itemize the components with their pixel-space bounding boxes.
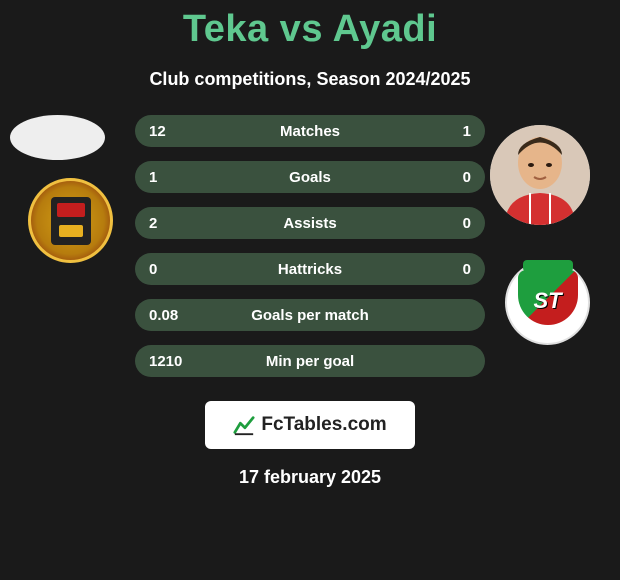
stat-row: 2 Assists 0 [135, 207, 485, 239]
stat-row: 1210 Min per goal [135, 345, 485, 377]
page-subtitle: Club competitions, Season 2024/2025 [0, 69, 620, 90]
stat-left-value: 1210 [149, 353, 182, 370]
stat-label: Assists [283, 215, 336, 232]
stat-row: 12 Matches 1 [135, 115, 485, 147]
stat-left-value: 2 [149, 215, 157, 232]
brand-text: FcTables.com [261, 414, 386, 436]
stat-row: 0 Hattricks 0 [135, 253, 485, 285]
chart-icon [233, 414, 255, 436]
stat-label: Goals per match [251, 307, 369, 324]
stat-left-value: 0.08 [149, 307, 178, 324]
footer-date: 17 february 2025 [0, 467, 620, 488]
stat-right-value: 1 [463, 123, 471, 140]
footer: FcTables.com 17 february 2025 [0, 395, 620, 488]
stat-right-value: 0 [463, 215, 471, 232]
stat-label: Hattricks [278, 261, 342, 278]
stat-label: Goals [289, 169, 331, 186]
stat-row: 0.08 Goals per match [135, 299, 485, 331]
stat-right-value: 0 [463, 169, 471, 186]
page-title: Teka vs Ayadi [0, 0, 620, 51]
stat-left-value: 1 [149, 169, 157, 186]
stat-label: Matches [280, 123, 340, 140]
stat-row: 1 Goals 0 [135, 161, 485, 193]
stats-table: 12 Matches 1 1 Goals 0 2 Assists 0 0 Hat… [0, 115, 620, 391]
brand-badge: FcTables.com [205, 401, 415, 449]
stat-right-value: 0 [463, 261, 471, 278]
stat-left-value: 12 [149, 123, 166, 140]
stat-label: Min per goal [266, 353, 354, 370]
stat-left-value: 0 [149, 261, 157, 278]
